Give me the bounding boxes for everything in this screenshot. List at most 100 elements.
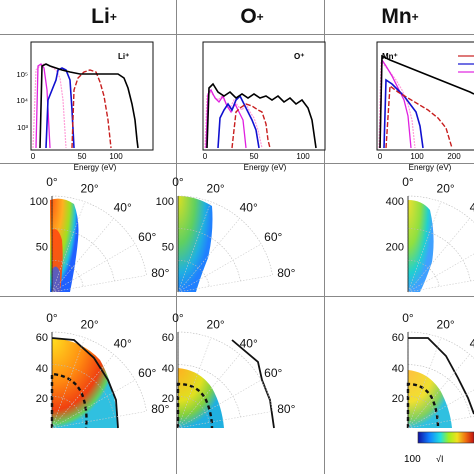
polar-row-3 [50,337,474,429]
grid-line-col2 [324,0,325,474]
x-tick: 0 [203,152,208,161]
heatmap-o-row3 [178,368,224,428]
polar-grid: 0° 20° 40° 60° 80° 50 100 [30,175,170,293]
curve-black [206,82,317,149]
polar-arc [177,195,273,276]
polar-spoke [407,218,470,293]
radial-tick-label: 20 [162,393,174,405]
polar-spoke [407,201,442,293]
solid-contour-mn [408,337,474,415]
polar-spoke [407,389,474,429]
angle-label: 80° [151,402,169,416]
polar-arc [51,260,84,287]
polar-spoke [51,201,86,293]
angle-label: 60° [264,230,282,244]
curve-black [39,63,139,149]
angle-label: 0° [46,175,58,189]
radial-tick-label: 20 [36,393,48,405]
radial-tick-label: 50 [36,241,48,253]
y-tick-1e5: 10⁵ [17,70,28,79]
ion-name: O [240,5,257,28]
polar-spoke [51,337,86,429]
radial-tick-label: 60 [162,332,174,344]
column-header-li: Li + [30,0,178,34]
polar-arc [407,260,440,287]
heatmap-mn-row2 [408,200,434,292]
x-axis-label: Energy (eV) [74,163,117,172]
x-tick: 0 [31,152,36,161]
polar-spoke [407,253,474,293]
polar-spoke [51,218,114,293]
polar-spoke [51,275,147,293]
grid-line-col1 [176,0,177,474]
column-header-o: O + [178,0,326,34]
spectra-row: Li⁺ 10⁵ 10⁴ 10³ 0 50 100 Energy (eV) O⁺ … [16,41,474,172]
polar-spoke [407,280,474,293]
polar-spoke [51,243,136,293]
spectrum-curves-mn [378,54,474,149]
polar-spoke [51,411,147,429]
spectrum-label-o: O⁺ [294,52,304,61]
polar-spoke [177,243,262,293]
x-tick: 100 [296,152,310,161]
spectrum-label-mn: Mn⁺ [382,52,398,61]
radial-tick-label: 60 [392,332,404,344]
column-header-mn: Mn + [326,0,474,34]
heatmap-li-row3 [52,338,118,428]
x-tick: 100 [410,152,424,161]
spectrum-frame-mn [376,41,474,151]
angle-label: 0° [172,311,184,325]
ion-charge: + [411,10,419,24]
angle-label: 20° [207,182,225,196]
angle-label: 40° [470,337,474,351]
x-tick: 50 [78,152,87,161]
polar-spoke [177,337,212,429]
spectrum-label-li: Li⁺ [118,52,129,61]
x-tick: 100 [109,152,123,161]
angle-label: 60° [138,366,156,380]
polar-spoke [177,411,273,429]
polar-arc [407,331,474,359]
grid-line-row2 [0,296,474,297]
radial-tick-label: 50 [162,241,174,253]
x-tick: 0 [378,152,383,161]
angle-label: 60° [264,366,282,380]
solid-contour-o [231,339,275,429]
polar-arc [51,396,84,423]
angle-label: 40° [114,337,132,351]
polar-arc [51,195,147,276]
angle-label: 80° [277,266,295,280]
angle-label: 80° [151,266,169,280]
colorbar-min-label: 100 [404,454,421,465]
angle-label: 0° [402,175,414,189]
curve-magenta [205,88,247,149]
curve-red [231,103,271,149]
dashed-contour-li [50,372,88,429]
radial-tick-label: 400 [386,196,404,208]
polar-arc [407,396,440,423]
grid-line-header [0,34,474,35]
spectrum-curves-li [32,63,139,149]
ion-charge: + [109,10,117,24]
angle-label: 0° [402,311,414,325]
polar-spoke [407,354,470,429]
angle-label: 40° [240,337,258,351]
polar-panel-mn-row2 [408,200,434,292]
y-tick-1e4: 10⁴ [16,96,28,105]
polar-grid: 0° 20° 40° 60° 80° 50 100 [156,175,296,293]
ion-name: Li [91,5,110,28]
ion-charge: + [256,10,264,24]
polar-arc [51,331,147,412]
radial-tick-label: 100 [156,196,174,208]
angle-label: 60° [138,230,156,244]
angle-label: 20° [437,182,455,196]
polar-spoke [51,354,114,429]
curve-red [385,84,453,149]
curve-pink [204,91,263,149]
dashed-contour-o [176,382,214,429]
